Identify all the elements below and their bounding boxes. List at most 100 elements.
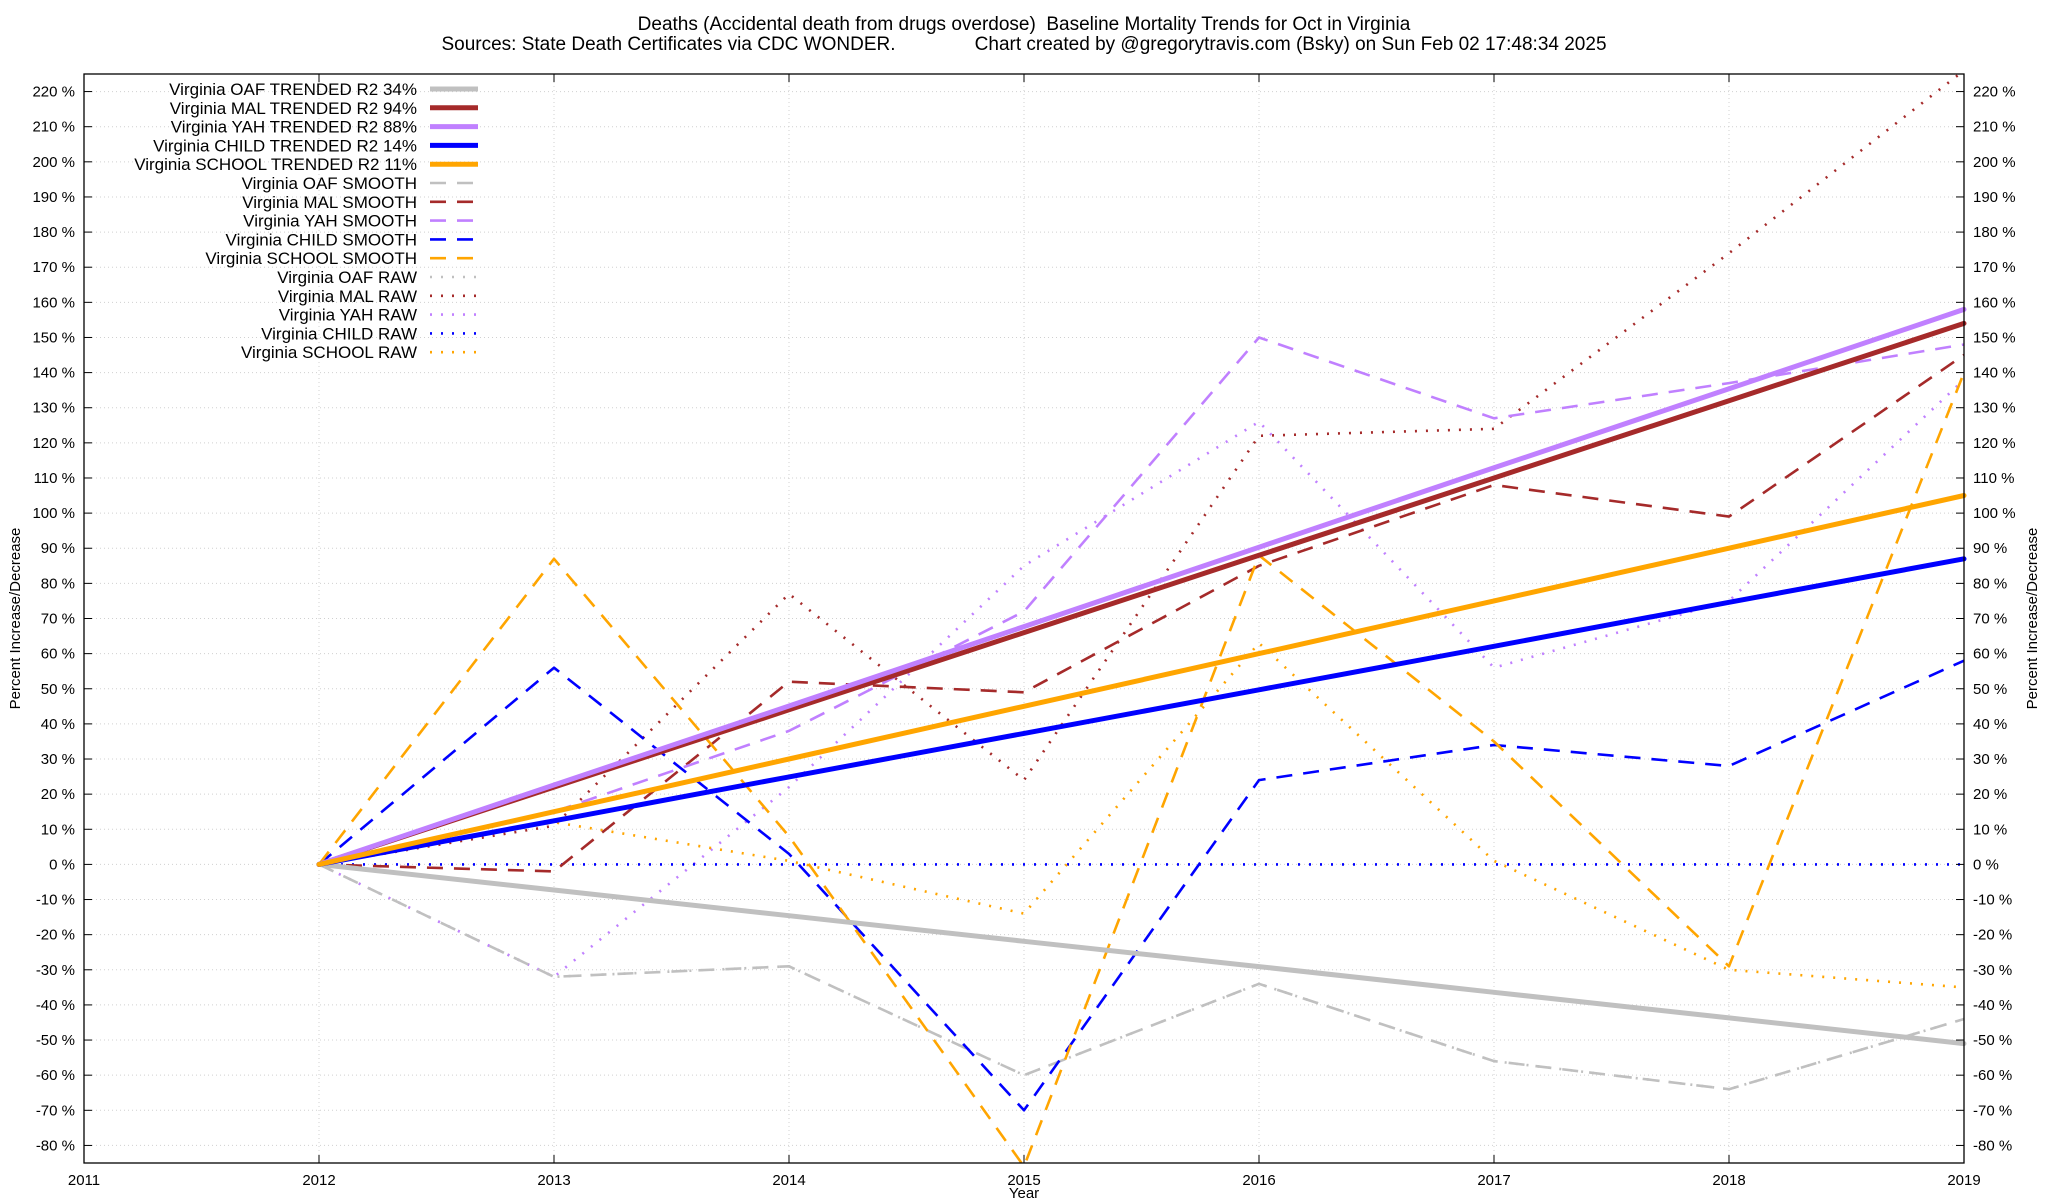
- legend-label-virginia-oaf-trended-r2-34: Virginia OAF TRENDED R2 34%: [169, 80, 417, 99]
- y2-tick-label: 50 %: [1973, 681, 2007, 698]
- y2-tick-label: 60 %: [1973, 646, 2007, 663]
- y2-tick-label: 210 %: [1973, 119, 2016, 136]
- y2-tick-label: -80 %: [1973, 1137, 2012, 1154]
- y2-tick-label: -10 %: [1973, 892, 2012, 909]
- legend-label-virginia-yah-smooth: Virginia YAH SMOOTH: [243, 212, 417, 231]
- legend-label-virginia-mal-smooth: Virginia MAL SMOOTH: [242, 193, 417, 212]
- y2-tick-label: -60 %: [1973, 1067, 2012, 1084]
- legend-label-virginia-child-trended-r2-14: Virginia CHILD TRENDED R2 14%: [153, 136, 417, 155]
- series-layer: [316, 69, 1967, 1168]
- x-tick-label: 2014: [772, 1172, 805, 1189]
- y-tick-label: -80 %: [36, 1137, 75, 1154]
- y2-tick-label: 220 %: [1973, 84, 2016, 101]
- series-line-virginia-oaf-raw: [318, 863, 1965, 1091]
- series-line-virginia-mal-smooth: [318, 353, 1965, 873]
- y-tick-label: 100 %: [32, 505, 75, 522]
- legend-label-virginia-yah-raw: Virginia YAH RAW: [279, 306, 417, 325]
- x-axis-label: Year: [1009, 1185, 1039, 1200]
- y-tick-label: 110 %: [34, 470, 75, 487]
- y-tick-label: 200 %: [32, 154, 75, 171]
- y-tick-label: -30 %: [36, 962, 75, 979]
- x-tick-label: 2013: [537, 1172, 570, 1189]
- y2-axis-label: Percent Increase/Decrease: [2024, 528, 2041, 710]
- y-tick-label: 0 %: [49, 856, 75, 873]
- x-tick-label: 2015: [1007, 1172, 1040, 1189]
- y2-tick-label: 0 %: [1973, 856, 1999, 873]
- y-tick-label: 150 %: [32, 329, 75, 346]
- y-tick-label: 50 %: [41, 681, 75, 698]
- y2-tick-label: 80 %: [1973, 575, 2007, 592]
- y2-tick-label: -40 %: [1973, 997, 2012, 1014]
- y-tick-label: -40 %: [36, 997, 75, 1014]
- y-tick-label: 210 %: [32, 119, 75, 136]
- y2-tick-label: 150 %: [1973, 329, 2016, 346]
- y-tick-label: 60 %: [41, 646, 75, 663]
- y2-tick-label: -20 %: [1973, 927, 2012, 944]
- x-tick-label: 2019: [1947, 1172, 1980, 1189]
- y2-tick-label: -50 %: [1973, 1032, 2012, 1049]
- x-tick-label: 2016: [1242, 1172, 1275, 1189]
- legend: Virginia OAF TRENDED R2 34%Virginia MAL …: [134, 80, 478, 362]
- x-tick-label: 2011: [68, 1172, 100, 1189]
- y2-tick-label: -70 %: [1973, 1102, 2012, 1119]
- y-tick-label: 180 %: [32, 224, 75, 241]
- y2-tick-label: 70 %: [1973, 611, 2007, 628]
- x-tick-label: 2018: [1712, 1172, 1745, 1189]
- y-tick-label: 170 %: [32, 259, 75, 276]
- y2-tick-label: 20 %: [1973, 786, 2007, 803]
- legend-label-virginia-mal-trended-r2-94: Virginia MAL TRENDED R2 94%: [170, 99, 417, 118]
- series-line-virginia-mal-raw: [318, 69, 1965, 866]
- y2-tick-label: 30 %: [1973, 751, 2007, 768]
- legend-label-virginia-yah-trended-r2-88: Virginia YAH TRENDED R2 88%: [171, 118, 417, 137]
- series-line-virginia-school-trended-r2-11: [316, 493, 1967, 867]
- series-line-virginia-oaf-trended-r2-34: [316, 861, 1967, 1047]
- legend-label-virginia-school-smooth: Virginia SCHOOL SMOOTH: [205, 249, 417, 268]
- y2-tick-label: 130 %: [1973, 400, 2016, 417]
- y2-tick-label: 10 %: [1973, 821, 2007, 838]
- chart-title-block: Deaths (Accidental death from drugs over…: [0, 15, 2048, 55]
- y-tick-label: 20 %: [41, 786, 75, 803]
- series-line-virginia-yah-raw: [318, 378, 1965, 979]
- y-tick-label: 30 %: [41, 751, 75, 768]
- series-line-virginia-school-smooth: [317, 372, 1966, 1168]
- y2-tick-label: 90 %: [1973, 540, 2007, 557]
- y2-tick-label: 110 %: [1973, 470, 2014, 487]
- y2-tick-label: 160 %: [1973, 294, 2016, 311]
- y2-tick-label: 200 %: [1973, 154, 2016, 171]
- legend-label-virginia-school-raw: Virginia SCHOOL RAW: [241, 343, 417, 362]
- chart-subtitle: Sources: State Death Certificates via CD…: [441, 34, 1607, 55]
- axis-ticks: -80 % -80 % -70 % -70 % -60 % -60 % -50 % -50 %…: [32, 74, 2016, 1189]
- y-tick-label: 130 %: [32, 400, 75, 417]
- y2-tick-label: 190 %: [1973, 189, 2016, 206]
- y-tick-label: 40 %: [41, 716, 75, 733]
- y-tick-label: 220 %: [32, 84, 75, 101]
- y2-tick-label: -30 %: [1973, 962, 2012, 979]
- series-line-virginia-oaf-smooth: [318, 863, 1965, 1091]
- series-line-virginia-yah-smooth: [318, 336, 1965, 866]
- chart-title: Deaths (Accidental death from drugs over…: [637, 14, 1411, 35]
- y-tick-label: 120 %: [32, 435, 75, 452]
- y2-tick-label: 120 %: [1973, 435, 2016, 452]
- legend-label-virginia-school-trended-r2-11: Virginia SCHOOL TRENDED R2 11%: [134, 155, 417, 174]
- y-tick-label: 140 %: [32, 365, 75, 382]
- y2-tick-label: 170 %: [1973, 259, 2016, 276]
- y2-tick-label: 40 %: [1973, 716, 2007, 733]
- legend-label-virginia-oaf-smooth: Virginia OAF SMOOTH: [242, 174, 417, 193]
- series-line-virginia-child-smooth: [318, 659, 1965, 1112]
- y-axis-label: Percent Increase/Decrease: [7, 528, 24, 710]
- legend-label-virginia-oaf-raw: Virginia OAF RAW: [277, 268, 417, 287]
- y2-tick-label: 100 %: [1973, 505, 2016, 522]
- legend-label-virginia-child-raw: Virginia CHILD RAW: [261, 324, 417, 343]
- y-tick-label: 190 %: [32, 189, 75, 206]
- y-tick-label: 90 %: [41, 540, 75, 557]
- y-tick-label: 70 %: [41, 611, 75, 628]
- y-tick-label: -50 %: [36, 1032, 75, 1049]
- series-line-virginia-child-trended-r2-14: [316, 556, 1967, 867]
- y-tick-label: -10 %: [36, 892, 75, 909]
- x-tick-label: 2017: [1477, 1172, 1510, 1189]
- y-tick-label: -70 %: [36, 1102, 75, 1119]
- y-tick-label: 160 %: [32, 294, 75, 311]
- y-tick-label: 10 %: [41, 821, 75, 838]
- y-tick-label: 80 %: [41, 575, 75, 592]
